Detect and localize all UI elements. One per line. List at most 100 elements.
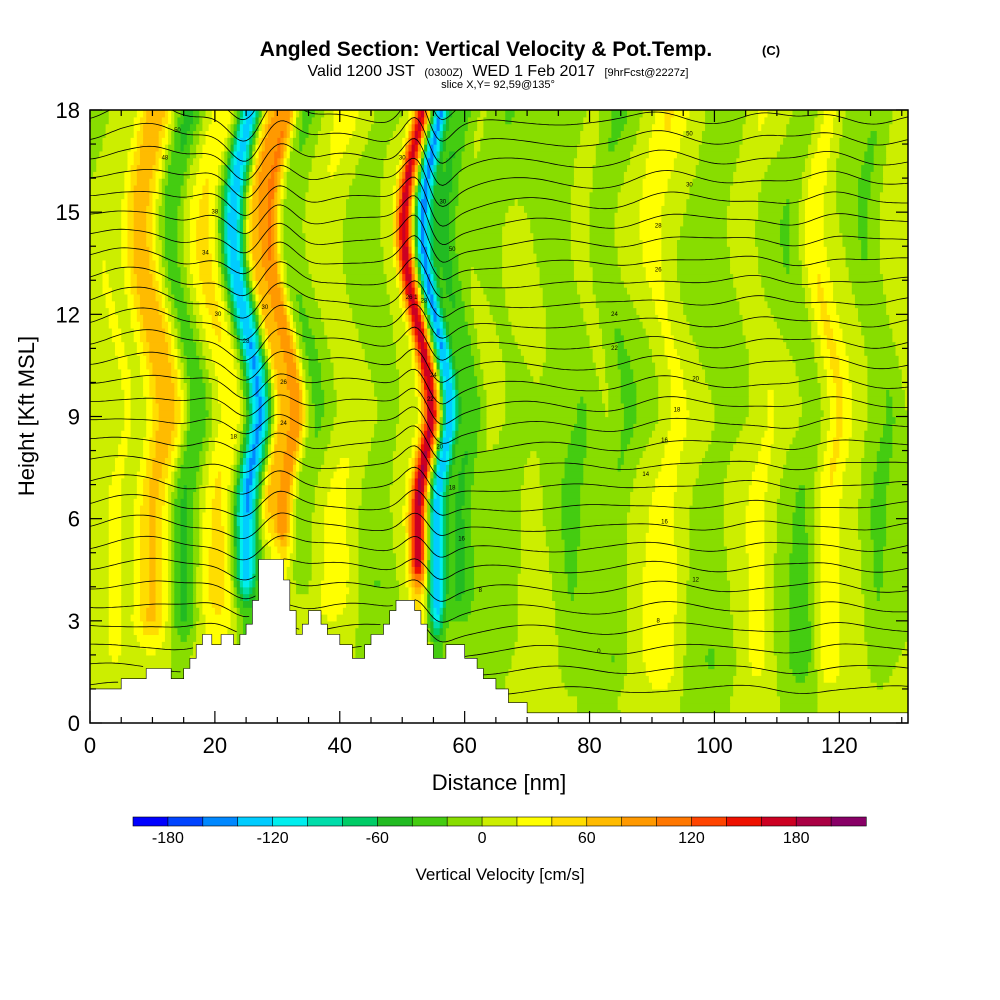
velocity-cell [623,341,650,349]
velocity-cell [399,402,419,411]
velocity-cell [445,545,450,554]
velocity-cell [839,368,850,377]
velocity-cell [395,559,406,567]
velocity-cell [814,525,822,533]
velocity-cell [349,573,360,581]
velocity-cell [239,539,244,547]
velocity-cell [292,539,297,547]
velocity-cell [324,539,347,547]
velocity-cell [146,464,154,472]
velocity-cell [158,253,163,261]
velocity-cell [205,634,228,642]
velocity-cell [670,389,687,397]
velocity-cell [161,641,172,649]
velocity-cell [130,402,147,411]
velocity-cell [433,402,438,411]
velocity-cell [233,334,238,343]
velocity-cell [186,280,194,288]
velocity-cell [161,532,169,540]
velocity-cell [139,505,150,513]
velocity-cell [761,443,772,452]
velocity-cell [264,355,269,363]
velocity-cell [171,287,185,295]
velocity-cell [436,280,441,288]
velocity-cell [424,518,428,527]
velocity-cell [302,334,316,343]
velocity-cell [155,225,160,234]
velocity-cell [267,430,272,438]
velocity-cell [439,307,444,315]
velocity-cell [302,436,307,445]
velocity-cell [808,566,815,574]
velocity-cell [233,545,238,554]
velocity-cell [408,327,413,336]
velocity-cell [155,518,163,527]
velocity-cell [433,273,438,281]
velocity-cell [492,443,569,452]
velocity-cell [274,539,282,547]
velocity-cell [642,321,662,329]
velocity-cell [286,498,291,506]
velocity-cell [445,505,450,513]
velocity-cell [242,368,247,377]
velocity-cell [686,389,712,397]
velocity-cell [764,525,778,533]
velocity-cell [236,225,241,234]
velocity-cell [776,532,794,540]
velocity-cell [186,389,191,397]
velocity-cell [804,253,828,261]
velocity-cell [90,525,110,533]
velocity-cell [236,532,241,540]
velocity-cell [224,300,228,309]
chart-title-text: Angled Section: Vertical Velocity & Pot.… [260,38,712,61]
velocity-cell [252,491,257,499]
velocity-cell [202,532,213,540]
velocity-cell [395,573,406,581]
velocity-cell [180,505,188,513]
velocity-cell [246,246,250,254]
velocity-cell [277,259,282,268]
velocity-cell [205,627,228,636]
velocity-cell [620,368,634,377]
velocity-cell [289,484,294,493]
velocity-cell [552,579,569,588]
velocity-cell [324,450,369,458]
velocity-cell [723,484,750,493]
velocity-cell [208,212,216,220]
velocity-cell [258,314,263,322]
velocity-cell [230,586,235,595]
velocity-cell [436,484,444,493]
velocity-cell [242,334,247,343]
velocity-cell [193,600,197,608]
velocity-cell [804,232,825,241]
subtitle-date: WED 1 Feb 2017 [472,63,595,80]
velocity-cell [230,579,235,588]
velocity-cell [205,327,216,336]
velocity-cell [474,552,522,561]
velocity-cell [330,430,375,438]
velocity-cell [327,443,372,452]
velocity-cell [230,273,235,281]
velocity-cell [455,443,478,452]
velocity-cell [445,341,450,349]
velocity-cell [242,321,250,329]
velocity-cell [773,607,790,615]
velocity-cell [242,232,247,241]
velocity-cell [252,396,257,404]
velocity-cell [508,307,547,315]
velocity-cell [264,498,269,506]
velocity-cell [249,341,253,349]
velocity-cell [442,423,447,431]
velocity-cell [433,443,438,452]
velocity-cell [227,266,232,275]
velocity-cell [146,239,154,247]
velocity-cell [168,314,175,322]
velocity-cell [305,348,319,356]
velocity-cell [218,232,222,241]
velocity-cell [586,402,606,411]
velocity-cell [651,287,666,295]
velocity-cell [411,579,416,588]
velocity-cell [261,539,269,547]
velocity-cell [171,620,175,629]
velocity-cell [139,586,150,595]
